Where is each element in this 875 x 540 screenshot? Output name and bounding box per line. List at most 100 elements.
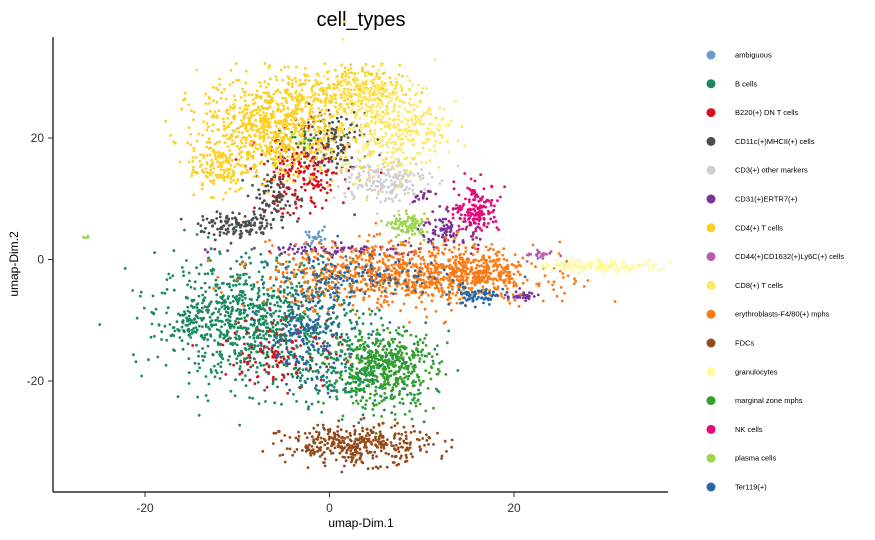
data-point: [265, 150, 269, 154]
data-point: [432, 131, 436, 135]
data-point: [350, 172, 354, 176]
data-point: [320, 168, 323, 172]
data-point: [383, 298, 386, 302]
data-point: [267, 334, 271, 337]
data-point: [314, 335, 318, 339]
data-point: [262, 129, 266, 133]
data-point: [275, 148, 279, 152]
data-point: [230, 175, 233, 179]
data-point: [244, 127, 247, 131]
data-point: [280, 350, 284, 354]
data-point: [397, 129, 400, 133]
data-point: [304, 230, 308, 234]
data-point: [339, 168, 343, 172]
data-point: [237, 212, 241, 216]
data-point: [317, 97, 321, 100]
data-point: [381, 190, 384, 194]
data-point: [397, 271, 401, 274]
data-point: [366, 70, 370, 74]
data-point: [280, 102, 284, 105]
data-point: [434, 266, 437, 270]
data-point: [283, 123, 287, 127]
data-point: [195, 306, 199, 310]
data-point: [389, 239, 393, 243]
data-point: [281, 246, 285, 250]
data-point: [253, 382, 257, 385]
data-point: [260, 120, 264, 124]
data-point: [258, 333, 262, 336]
data-point: [313, 269, 317, 273]
data-point: [293, 296, 297, 300]
data-point: [187, 314, 191, 318]
data-point: [345, 147, 349, 150]
data-point: [422, 258, 426, 262]
data-point: [330, 131, 334, 135]
data-point: [311, 159, 315, 163]
data-point: [379, 248, 383, 251]
data-point: [318, 126, 322, 130]
data-point: [392, 140, 396, 144]
data-point: [208, 109, 212, 113]
data-point: [324, 355, 327, 359]
data-point: [326, 77, 330, 81]
data-point: [226, 167, 230, 171]
data-point: [460, 272, 464, 276]
data-point: [212, 99, 216, 102]
data-point: [354, 247, 358, 251]
data-point: [263, 62, 267, 65]
data-point: [329, 188, 333, 192]
data-point: [336, 107, 339, 111]
data-point: [377, 102, 380, 106]
data-point: [284, 99, 288, 102]
data-point: [285, 101, 289, 105]
data-point: [418, 121, 422, 125]
data-point: [267, 371, 271, 375]
data-point: [231, 169, 235, 173]
data-point: [514, 282, 518, 286]
data-point: [271, 321, 275, 325]
data-point: [446, 298, 450, 302]
data-point: [232, 326, 236, 329]
data-point: [341, 37, 345, 41]
data-point: [172, 326, 176, 329]
data-point: [458, 297, 461, 301]
data-point: [240, 262, 243, 265]
data-point: [229, 275, 233, 279]
data-point: [426, 269, 429, 272]
data-point: [362, 85, 365, 89]
data-point: [413, 156, 417, 159]
data-point: [266, 326, 270, 330]
data-point: [307, 164, 311, 168]
data-point: [191, 159, 195, 163]
data-point: [258, 197, 262, 200]
data-point: [325, 170, 329, 174]
data-point: [400, 362, 404, 365]
data-point: [244, 123, 248, 127]
data-point: [250, 228, 254, 232]
data-point: [226, 173, 230, 177]
data-point: [230, 288, 233, 292]
data-point: [380, 183, 384, 187]
data-point: [336, 270, 340, 274]
data-point: [256, 94, 260, 98]
data-point: [433, 347, 437, 351]
data-point: [201, 168, 205, 172]
data-point: [286, 278, 290, 282]
data-point: [228, 362, 232, 366]
data-point: [423, 307, 427, 311]
data-point: [233, 117, 236, 121]
data-point: [394, 270, 397, 274]
data-point: [360, 257, 364, 261]
data-point: [379, 151, 383, 155]
data-point: [273, 177, 276, 181]
data-point: [408, 180, 412, 183]
data-point: [306, 294, 309, 297]
data-point: [329, 138, 332, 142]
data-point: [266, 191, 270, 195]
data-point: [458, 253, 461, 257]
data-point: [339, 255, 342, 259]
data-point: [368, 259, 371, 263]
data-point: [342, 89, 346, 92]
data-point: [165, 338, 169, 342]
data-point: [442, 107, 446, 111]
